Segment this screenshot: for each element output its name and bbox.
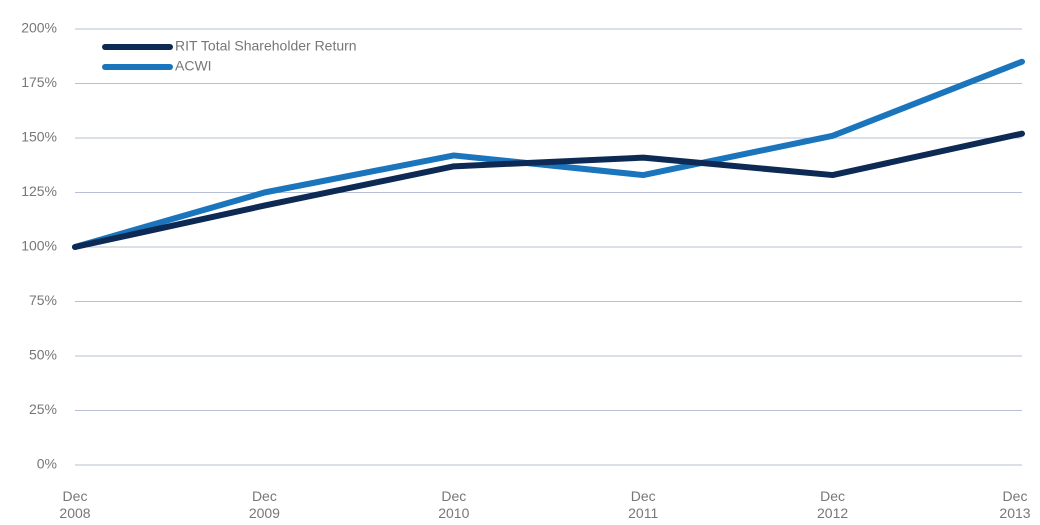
series-line (72, 58, 1025, 250)
y-tick-label: 100% (21, 238, 57, 254)
x-tick-label: Dec 2012 (817, 488, 849, 521)
legend-label: RIT Total Shareholder Return (175, 38, 357, 54)
y-tick-label: 150% (21, 129, 57, 145)
series-line (72, 130, 1025, 250)
y-tick-label: 125% (21, 183, 57, 199)
x-tick-label: Dec 2009 (248, 488, 280, 521)
y-tick-label: 75% (29, 292, 57, 308)
x-tick-label: Dec 2013 (999, 488, 1031, 521)
legend-label: ACWI (175, 58, 212, 74)
x-tick-label: Dec 2008 (59, 488, 91, 521)
y-tick-label: 0% (37, 456, 57, 472)
y-tick-label: 175% (21, 74, 57, 90)
y-tick-label: 25% (29, 401, 57, 417)
y-tick-label: 200% (21, 20, 57, 36)
x-tick-label: Dec 2010 (438, 488, 470, 521)
y-tick-label: 50% (29, 347, 57, 363)
x-tick-label: Dec 2011 (628, 488, 659, 521)
